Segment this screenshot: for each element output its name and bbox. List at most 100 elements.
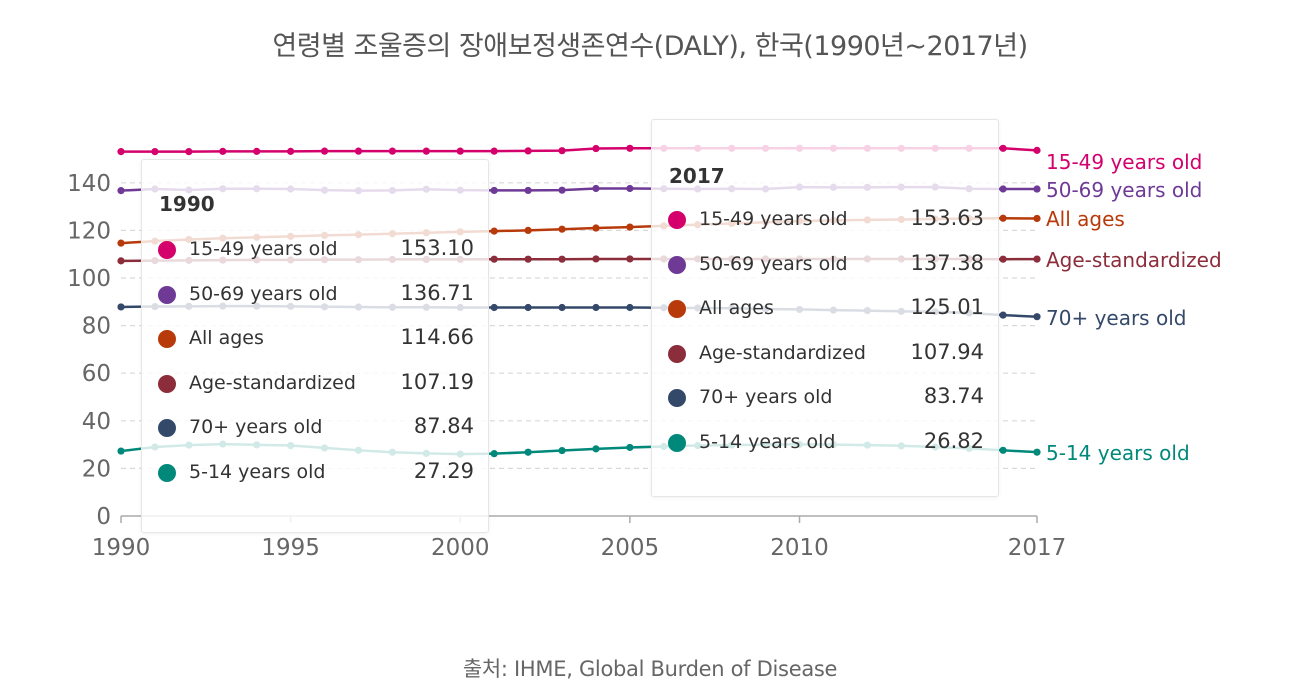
tooltip-row-value: 26.82 bbox=[923, 428, 984, 453]
data-point bbox=[320, 147, 329, 155]
data-point bbox=[117, 239, 125, 247]
data-point bbox=[490, 186, 498, 195]
data-point bbox=[1033, 214, 1041, 223]
tooltip-row-value: 87.84 bbox=[413, 414, 474, 438]
y-tick-label: 100 bbox=[67, 266, 111, 292]
data-point bbox=[592, 445, 600, 453]
data-point bbox=[626, 443, 634, 452]
data-point bbox=[558, 147, 566, 155]
data-point bbox=[117, 148, 125, 156]
data-point bbox=[490, 255, 498, 263]
data-point bbox=[999, 255, 1007, 263]
data-point bbox=[999, 185, 1007, 193]
data-point bbox=[524, 448, 532, 456]
data-point bbox=[1033, 185, 1041, 193]
data-point bbox=[490, 450, 498, 458]
tooltip-row-label: 70+ years old bbox=[189, 416, 323, 438]
data-point bbox=[490, 303, 498, 312]
x-tick-label: 1990 bbox=[92, 535, 151, 561]
tooltip-row-label: 15-49 years old bbox=[699, 208, 848, 230]
tooltip-row: 5-14 years old 27.29 bbox=[142, 458, 488, 488]
data-point bbox=[524, 255, 532, 263]
legend-dot-icon bbox=[158, 241, 176, 259]
data-point bbox=[524, 303, 532, 312]
legend-dot-icon bbox=[158, 330, 176, 348]
data-point bbox=[626, 223, 634, 231]
data-point bbox=[287, 147, 295, 155]
tooltip-1990: 1990 15-49 years old 153.10 50-69 years ol… bbox=[141, 159, 489, 533]
tooltip-row: Age-standardized 107.19 bbox=[142, 369, 488, 399]
x-tick-label: 2017 bbox=[1008, 535, 1067, 561]
data-point bbox=[354, 147, 363, 155]
tooltip-row-value: 83.74 bbox=[923, 384, 984, 408]
tooltip-row-label: 70+ years old bbox=[699, 386, 833, 408]
end-label: Age-standardized bbox=[1046, 248, 1222, 272]
tooltip-row: 50-69 years old 136.71 bbox=[142, 280, 488, 310]
data-point bbox=[558, 255, 566, 263]
tooltip-row-label: 50-69 years old bbox=[699, 252, 848, 275]
tooltip-year: 1990 bbox=[159, 192, 215, 216]
data-point bbox=[592, 184, 600, 193]
data-point bbox=[117, 447, 125, 455]
tooltip-row: 70+ years old 87.84 bbox=[142, 413, 488, 443]
tooltip-row-label: 5-14 years old bbox=[189, 460, 326, 483]
data-point bbox=[558, 303, 566, 312]
data-point bbox=[490, 227, 498, 235]
end-label: 50-69 years old bbox=[1046, 178, 1202, 202]
end-label: All ages bbox=[1046, 207, 1125, 231]
tooltip-row-label: All ages bbox=[699, 297, 774, 319]
data-point bbox=[490, 147, 498, 155]
tooltip-row-label: 50-69 years old bbox=[189, 282, 338, 305]
data-point bbox=[1033, 146, 1041, 154]
legend-dot-icon bbox=[668, 211, 686, 229]
data-point bbox=[524, 226, 532, 234]
source-note: 출처: IHME, Global Burden of Disease bbox=[462, 657, 838, 681]
tooltip-row-value: 136.71 bbox=[400, 280, 474, 305]
y-tick-label: 140 bbox=[67, 171, 111, 197]
legend-dot-icon bbox=[668, 433, 686, 452]
data-point bbox=[558, 446, 566, 455]
end-label: 15-49 years old bbox=[1046, 150, 1202, 174]
data-point bbox=[151, 148, 159, 156]
y-tick-label: 60 bbox=[82, 361, 111, 387]
tooltip-row-value: 107.19 bbox=[400, 369, 474, 394]
tooltip-row: All ages 114.66 bbox=[142, 324, 488, 354]
data-point bbox=[999, 446, 1007, 454]
data-point bbox=[219, 147, 227, 155]
tooltip-row-value: 153.63 bbox=[910, 206, 984, 230]
legend-dot-icon bbox=[158, 374, 176, 393]
data-point bbox=[253, 147, 261, 155]
tooltip-row-label: 15-49 years old bbox=[189, 238, 338, 260]
end-label: 70+ years old bbox=[1046, 306, 1186, 330]
data-point bbox=[456, 147, 464, 155]
data-point bbox=[117, 257, 125, 265]
data-point bbox=[1033, 313, 1041, 321]
tooltip-row-label: Age-standardized bbox=[189, 371, 356, 394]
tooltip-row-label: Age-standardized bbox=[699, 341, 866, 364]
y-tick-label: 40 bbox=[82, 409, 111, 435]
y-tick-label: 20 bbox=[82, 456, 111, 482]
data-point bbox=[999, 311, 1007, 319]
data-point bbox=[422, 147, 430, 155]
data-point bbox=[524, 186, 532, 195]
data-point bbox=[592, 144, 600, 153]
chart-title: 연령별 조울증의 장애보정생존연수(DALY), 한국(1990년~2017년) bbox=[272, 31, 1028, 62]
legend-dot-icon bbox=[668, 300, 686, 318]
data-point bbox=[592, 255, 600, 263]
data-point bbox=[999, 214, 1007, 222]
tooltip-row-value: 125.01 bbox=[910, 295, 984, 319]
tooltip-row: Age-standardized 107.94 bbox=[652, 339, 998, 369]
legend-dot-icon bbox=[158, 285, 176, 304]
y-tick-label: 120 bbox=[67, 218, 111, 244]
tooltip-row: 70+ years old 83.74 bbox=[652, 383, 998, 413]
data-point bbox=[626, 184, 634, 193]
data-point bbox=[558, 186, 566, 194]
data-point bbox=[388, 147, 397, 155]
data-point bbox=[117, 303, 125, 311]
x-tick-label: 2005 bbox=[601, 535, 660, 561]
data-point bbox=[1033, 448, 1041, 456]
data-point bbox=[524, 147, 532, 155]
data-point bbox=[1033, 255, 1041, 263]
tooltip-row-value: 153.10 bbox=[400, 236, 474, 260]
data-point bbox=[558, 225, 566, 233]
